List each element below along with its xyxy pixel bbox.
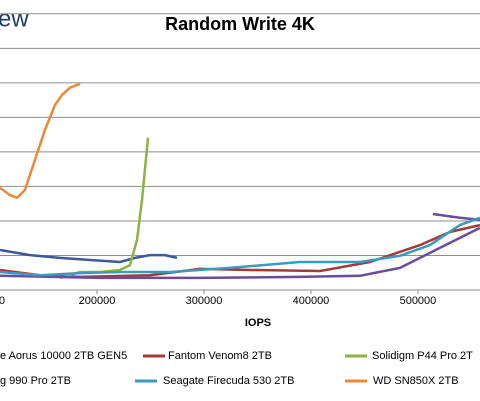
x-tick-label: 400000: [293, 295, 330, 307]
series-line: [0, 82, 81, 200]
x-tick-label: 0: [0, 295, 5, 307]
legend-label: Seagate Firecuda 530 2TB: [163, 375, 294, 387]
legend-label: e Aorus 10000 2TB GEN5: [0, 350, 127, 362]
legend-label: Solidigm P44 Pro 2T: [372, 350, 473, 362]
legend-label: Fantom Venom8 2TB: [168, 350, 272, 362]
x-tick-label: 200000: [79, 295, 116, 307]
series-line: [0, 216, 480, 277]
logo: ew: [0, 5, 29, 32]
series-line: [0, 248, 178, 264]
series-line: [0, 223, 480, 279]
x-tick-label: 500000: [400, 295, 437, 307]
x-tick-label: 300000: [186, 295, 223, 307]
legend-label: g 990 Pro 2TB: [0, 375, 71, 387]
chart-title: Random Write 4K: [165, 14, 315, 34]
x-axis-label: IOPS: [245, 317, 271, 329]
legend-label: WD SN850X 2TB: [373, 375, 459, 387]
